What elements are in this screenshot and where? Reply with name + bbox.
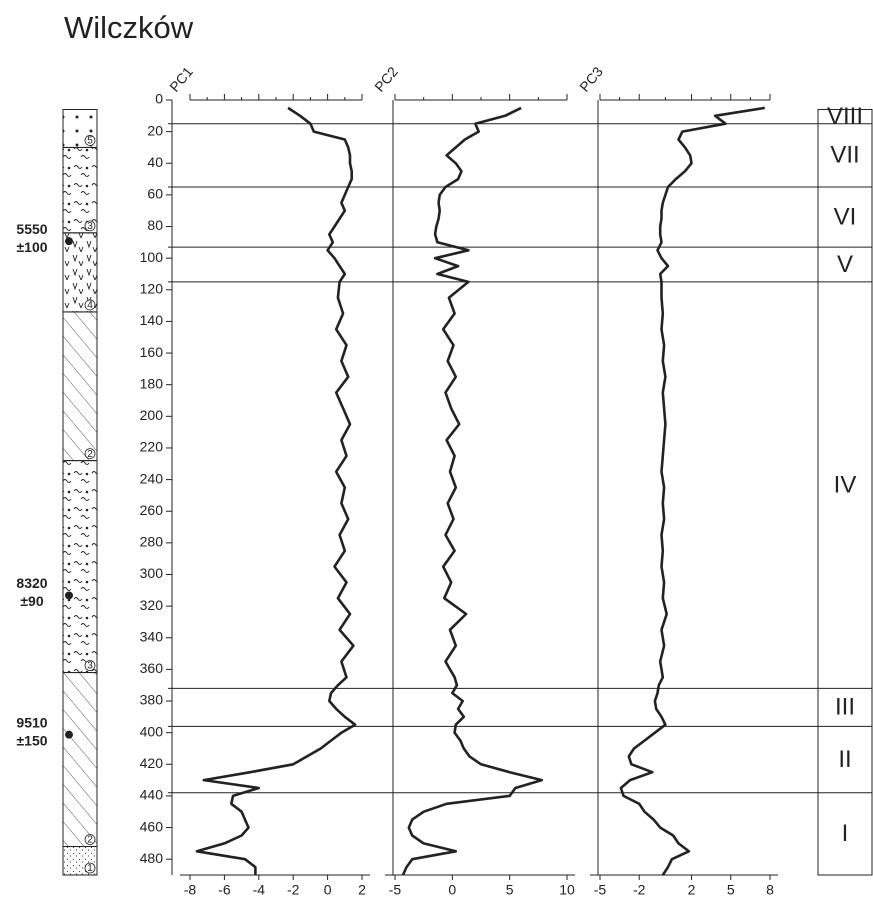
chart-title: Wilczków bbox=[64, 10, 194, 45]
y-tick-label: 480 bbox=[140, 850, 164, 866]
y-tick-label: 260 bbox=[140, 502, 164, 518]
data-line bbox=[619, 106, 766, 876]
x-tick-label: 5 bbox=[506, 882, 514, 898]
date-age: 9510 bbox=[16, 714, 47, 730]
x-tick-label: -5 bbox=[389, 882, 402, 898]
lithology-unit bbox=[62, 311, 98, 462]
zone-label: III bbox=[835, 694, 855, 721]
x-tick-label: 2 bbox=[358, 882, 366, 898]
data-line bbox=[401, 106, 544, 876]
x-tick-label: 0 bbox=[324, 882, 332, 898]
x-tick-label: 10 bbox=[559, 882, 575, 898]
unit-code: 5 bbox=[87, 136, 93, 147]
y-tick-label: 200 bbox=[140, 407, 164, 423]
lithology-unit bbox=[62, 672, 98, 848]
y-tick-label: 120 bbox=[140, 280, 164, 296]
series-label: PC3 bbox=[576, 63, 606, 94]
sample-dot bbox=[65, 730, 73, 739]
y-tick-label: 340 bbox=[140, 628, 164, 644]
y-tick-label: 240 bbox=[140, 470, 164, 486]
x-tick-label: 5 bbox=[727, 882, 735, 898]
y-tick-label: 80 bbox=[147, 217, 163, 233]
x-tick-label: 8 bbox=[766, 882, 774, 898]
lithology-unit bbox=[62, 460, 98, 674]
zone-label: VII bbox=[830, 142, 859, 169]
y-tick-label: 460 bbox=[140, 818, 164, 834]
unit-marker bbox=[84, 660, 96, 671]
y-tick-label: 180 bbox=[140, 375, 164, 391]
y-tick-label: 220 bbox=[140, 439, 164, 455]
sample-dot bbox=[65, 591, 73, 600]
unit-code: 1 bbox=[87, 863, 93, 874]
x-tick-label: 2 bbox=[688, 882, 696, 898]
series-label: PC2 bbox=[371, 63, 401, 94]
unit-code: 2 bbox=[87, 835, 93, 846]
x-tick-label: -2 bbox=[633, 882, 646, 898]
date-error: ±100 bbox=[16, 239, 47, 255]
date-error: ±90 bbox=[20, 593, 43, 609]
y-tick-label: 160 bbox=[140, 344, 164, 360]
zone-label: VI bbox=[834, 203, 857, 230]
unit-code: 3 bbox=[87, 661, 93, 672]
zone-label: VIII bbox=[827, 103, 863, 130]
unit-marker bbox=[84, 299, 96, 311]
zone-column bbox=[817, 108, 873, 876]
lithology-unit bbox=[62, 146, 98, 234]
y-tick-label: 0 bbox=[155, 91, 163, 107]
y-tick-label: 40 bbox=[147, 154, 163, 170]
x-tick-label: -6 bbox=[218, 882, 231, 898]
x-tick-label: -5 bbox=[594, 882, 607, 898]
zone-label: IV bbox=[834, 471, 857, 498]
unit-marker bbox=[84, 220, 96, 232]
unit-code: 4 bbox=[87, 300, 93, 311]
y-tick-label: 400 bbox=[140, 723, 164, 739]
zone-label: I bbox=[842, 820, 849, 847]
x-tick-label: 0 bbox=[448, 882, 456, 898]
sample-dot bbox=[65, 237, 73, 246]
y-tick-label: 360 bbox=[140, 660, 164, 676]
y-tick-label: 300 bbox=[140, 565, 164, 581]
y-tick-label: 280 bbox=[140, 534, 164, 550]
date-age: 8320 bbox=[16, 575, 47, 591]
y-tick-label: 60 bbox=[147, 186, 163, 202]
x-tick-label: -2 bbox=[287, 882, 300, 898]
date-age: 5550 bbox=[16, 221, 47, 237]
date-error: ±150 bbox=[16, 732, 47, 748]
unit-marker bbox=[84, 834, 96, 845]
unit-marker bbox=[84, 135, 96, 146]
data-line bbox=[195, 106, 357, 875]
y-tick-label: 440 bbox=[140, 787, 164, 803]
y-tick-label: 20 bbox=[147, 122, 163, 138]
unit-marker bbox=[84, 862, 96, 874]
y-tick-label: 420 bbox=[140, 755, 164, 771]
zone-label: II bbox=[838, 746, 851, 773]
series-label: PC1 bbox=[166, 63, 196, 94]
y-tick-label: 320 bbox=[140, 597, 164, 613]
zone-label: V bbox=[837, 251, 853, 278]
y-tick-label: 100 bbox=[140, 249, 164, 265]
unit-marker bbox=[84, 448, 96, 460]
y-tick-label: 140 bbox=[140, 312, 164, 328]
unit-code: 3 bbox=[87, 221, 93, 232]
y-tick-label: 380 bbox=[140, 692, 164, 708]
x-tick-label: -8 bbox=[184, 882, 197, 898]
unit-code: 2 bbox=[87, 449, 93, 460]
x-tick-label: -4 bbox=[253, 882, 266, 898]
